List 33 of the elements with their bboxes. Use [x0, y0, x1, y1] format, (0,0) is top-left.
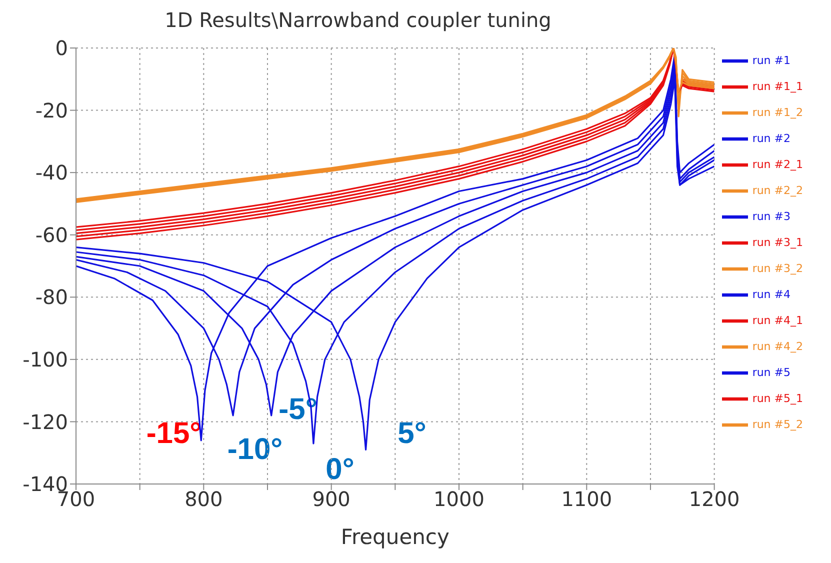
legend-label: run #1_1 — [752, 80, 803, 94]
x-axis-title: Frequency — [340, 525, 450, 549]
y-tick-label: -40 — [35, 160, 68, 185]
y-tick-label: -60 — [35, 222, 68, 247]
legend-label: run #1 — [752, 54, 790, 68]
y-tick-label: -80 — [35, 285, 68, 310]
x-tick-label: 1000 — [434, 487, 484, 512]
legend-label: run #1_2 — [752, 106, 803, 120]
y-tick-label: -100 — [22, 348, 68, 372]
legend-label: run #2_2 — [752, 184, 803, 198]
x-tick-label: 900 — [312, 487, 350, 512]
legend-label: run #3_2 — [752, 262, 803, 276]
legend-label: run #4_2 — [752, 340, 803, 354]
legend-label: run #4 — [752, 288, 790, 302]
x-tick-label: 800 — [184, 487, 223, 512]
chart-title: 1D Results\Narrowband coupler tuning — [164, 8, 552, 34]
y-tick-label: -120 — [22, 410, 68, 434]
legend-label: run #2 — [752, 132, 790, 146]
y-tick-label: 0 — [55, 36, 68, 60]
annotation: -10° — [226, 433, 284, 466]
x-tick-label: 1100 — [561, 487, 612, 512]
annotation: -15° — [145, 417, 203, 450]
legend-label: run #3 — [752, 210, 790, 224]
legend-label: run #2_1 — [752, 158, 803, 172]
y-tick-label: -20 — [35, 98, 68, 122]
legend-label: run #5 — [752, 366, 790, 380]
legend-label: run #5_2 — [752, 418, 803, 432]
legend-label: run #4_1 — [752, 314, 803, 328]
annotation: 5° — [396, 417, 428, 450]
x-tick-label: 1200 — [688, 487, 740, 512]
legend-label: run #5_1 — [752, 392, 803, 406]
annotation: 0° — [324, 453, 356, 486]
legend-label: run #3_1 — [752, 236, 803, 250]
